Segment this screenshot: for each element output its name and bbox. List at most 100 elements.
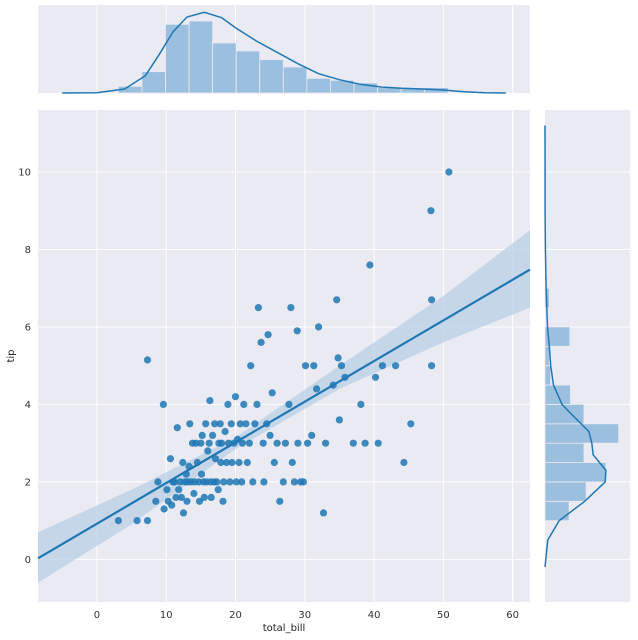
data-point bbox=[159, 400, 167, 408]
y-hist-bar bbox=[544, 345, 550, 367]
data-point bbox=[152, 497, 160, 505]
data-point bbox=[190, 489, 198, 498]
data-point bbox=[392, 362, 400, 370]
data-point bbox=[218, 439, 226, 447]
x-kde-curve bbox=[62, 11, 506, 94]
ci-band-area bbox=[38, 230, 530, 583]
data-point bbox=[259, 439, 267, 447]
x-hist-bar bbox=[235, 50, 261, 94]
data-point bbox=[319, 509, 328, 517]
data-point bbox=[361, 439, 369, 447]
data-point bbox=[251, 420, 259, 428]
data-point bbox=[357, 400, 365, 408]
y-hist-bar bbox=[544, 442, 585, 463]
data-point bbox=[173, 424, 181, 432]
data-point bbox=[260, 478, 268, 486]
y-tick-label: 6 bbox=[25, 322, 31, 333]
data-point bbox=[243, 458, 251, 467]
x-hist-bar bbox=[306, 77, 331, 94]
data-point bbox=[197, 439, 205, 447]
right-marginal-background bbox=[545, 110, 630, 602]
data-point bbox=[238, 478, 246, 486]
data-point bbox=[310, 362, 318, 370]
data-point bbox=[264, 331, 272, 339]
data-point bbox=[114, 517, 122, 525]
data-point bbox=[166, 455, 174, 463]
data-point bbox=[177, 493, 185, 501]
data-point bbox=[428, 362, 436, 370]
confidence-band bbox=[38, 230, 530, 583]
data-point bbox=[175, 486, 183, 494]
data-point bbox=[133, 517, 141, 525]
data-point bbox=[335, 416, 343, 424]
x-tick-label: 0 bbox=[94, 610, 100, 621]
data-point bbox=[163, 486, 171, 494]
data-point bbox=[428, 296, 436, 304]
y-tick-label: 8 bbox=[25, 245, 31, 256]
data-point bbox=[299, 478, 307, 486]
data-point bbox=[337, 362, 346, 370]
data-point bbox=[304, 439, 312, 447]
y-tick-label: 0 bbox=[25, 555, 31, 566]
data-point bbox=[400, 458, 408, 467]
data-point bbox=[228, 458, 236, 467]
data-point bbox=[334, 354, 342, 362]
regression-line bbox=[37, 268, 531, 560]
total-bill-histogram bbox=[117, 20, 449, 94]
data-point bbox=[273, 439, 281, 447]
x-tick-label: 60 bbox=[506, 610, 519, 621]
data-point bbox=[266, 431, 274, 439]
x-tick-labels: 0 10 20 30 40 50 60 bbox=[94, 610, 519, 621]
data-point bbox=[427, 207, 435, 215]
data-point bbox=[322, 439, 330, 447]
data-point bbox=[217, 458, 225, 467]
data-point bbox=[313, 385, 321, 393]
data-point bbox=[160, 505, 168, 513]
data-point bbox=[222, 458, 231, 467]
data-point bbox=[227, 420, 235, 428]
x-hist-bar bbox=[259, 59, 284, 94]
data-point bbox=[219, 497, 227, 505]
data-point bbox=[240, 400, 248, 408]
data-point bbox=[238, 439, 246, 447]
x-tick-label: 40 bbox=[368, 610, 381, 621]
data-point bbox=[211, 420, 219, 428]
data-point bbox=[279, 478, 287, 486]
y-hist-bar bbox=[544, 462, 607, 483]
kde-curves bbox=[62, 11, 607, 568]
data-point bbox=[179, 509, 188, 517]
data-point bbox=[270, 458, 278, 467]
y-hist-bar bbox=[544, 326, 571, 347]
y-hist-bar bbox=[544, 365, 552, 386]
y-hist-bar bbox=[544, 423, 620, 444]
data-point bbox=[253, 400, 261, 408]
fit-line bbox=[37, 268, 531, 560]
data-point bbox=[200, 493, 208, 501]
data-point bbox=[281, 439, 289, 447]
data-point bbox=[226, 478, 234, 486]
data-point bbox=[301, 362, 310, 370]
data-point bbox=[366, 261, 374, 269]
y-kde-curve bbox=[544, 125, 607, 568]
x-hist-bar bbox=[165, 23, 190, 94]
data-point bbox=[211, 455, 219, 463]
data-point bbox=[143, 356, 152, 364]
data-point bbox=[245, 439, 253, 447]
x-hist-bar bbox=[212, 42, 237, 94]
x-tick-label: 20 bbox=[229, 610, 242, 621]
data-point bbox=[290, 478, 298, 486]
data-point bbox=[143, 517, 152, 525]
data-point bbox=[205, 439, 213, 447]
data-point bbox=[154, 478, 162, 486]
data-point bbox=[247, 362, 255, 370]
data-point bbox=[249, 478, 257, 486]
y-hist-bar bbox=[544, 500, 570, 522]
data-point bbox=[287, 304, 295, 312]
data-point bbox=[216, 420, 224, 428]
data-point bbox=[224, 400, 232, 408]
data-point bbox=[183, 497, 191, 505]
data-point bbox=[294, 439, 302, 447]
y-axis-label: tip bbox=[6, 349, 17, 362]
data-point bbox=[168, 501, 176, 509]
data-point bbox=[186, 420, 194, 428]
